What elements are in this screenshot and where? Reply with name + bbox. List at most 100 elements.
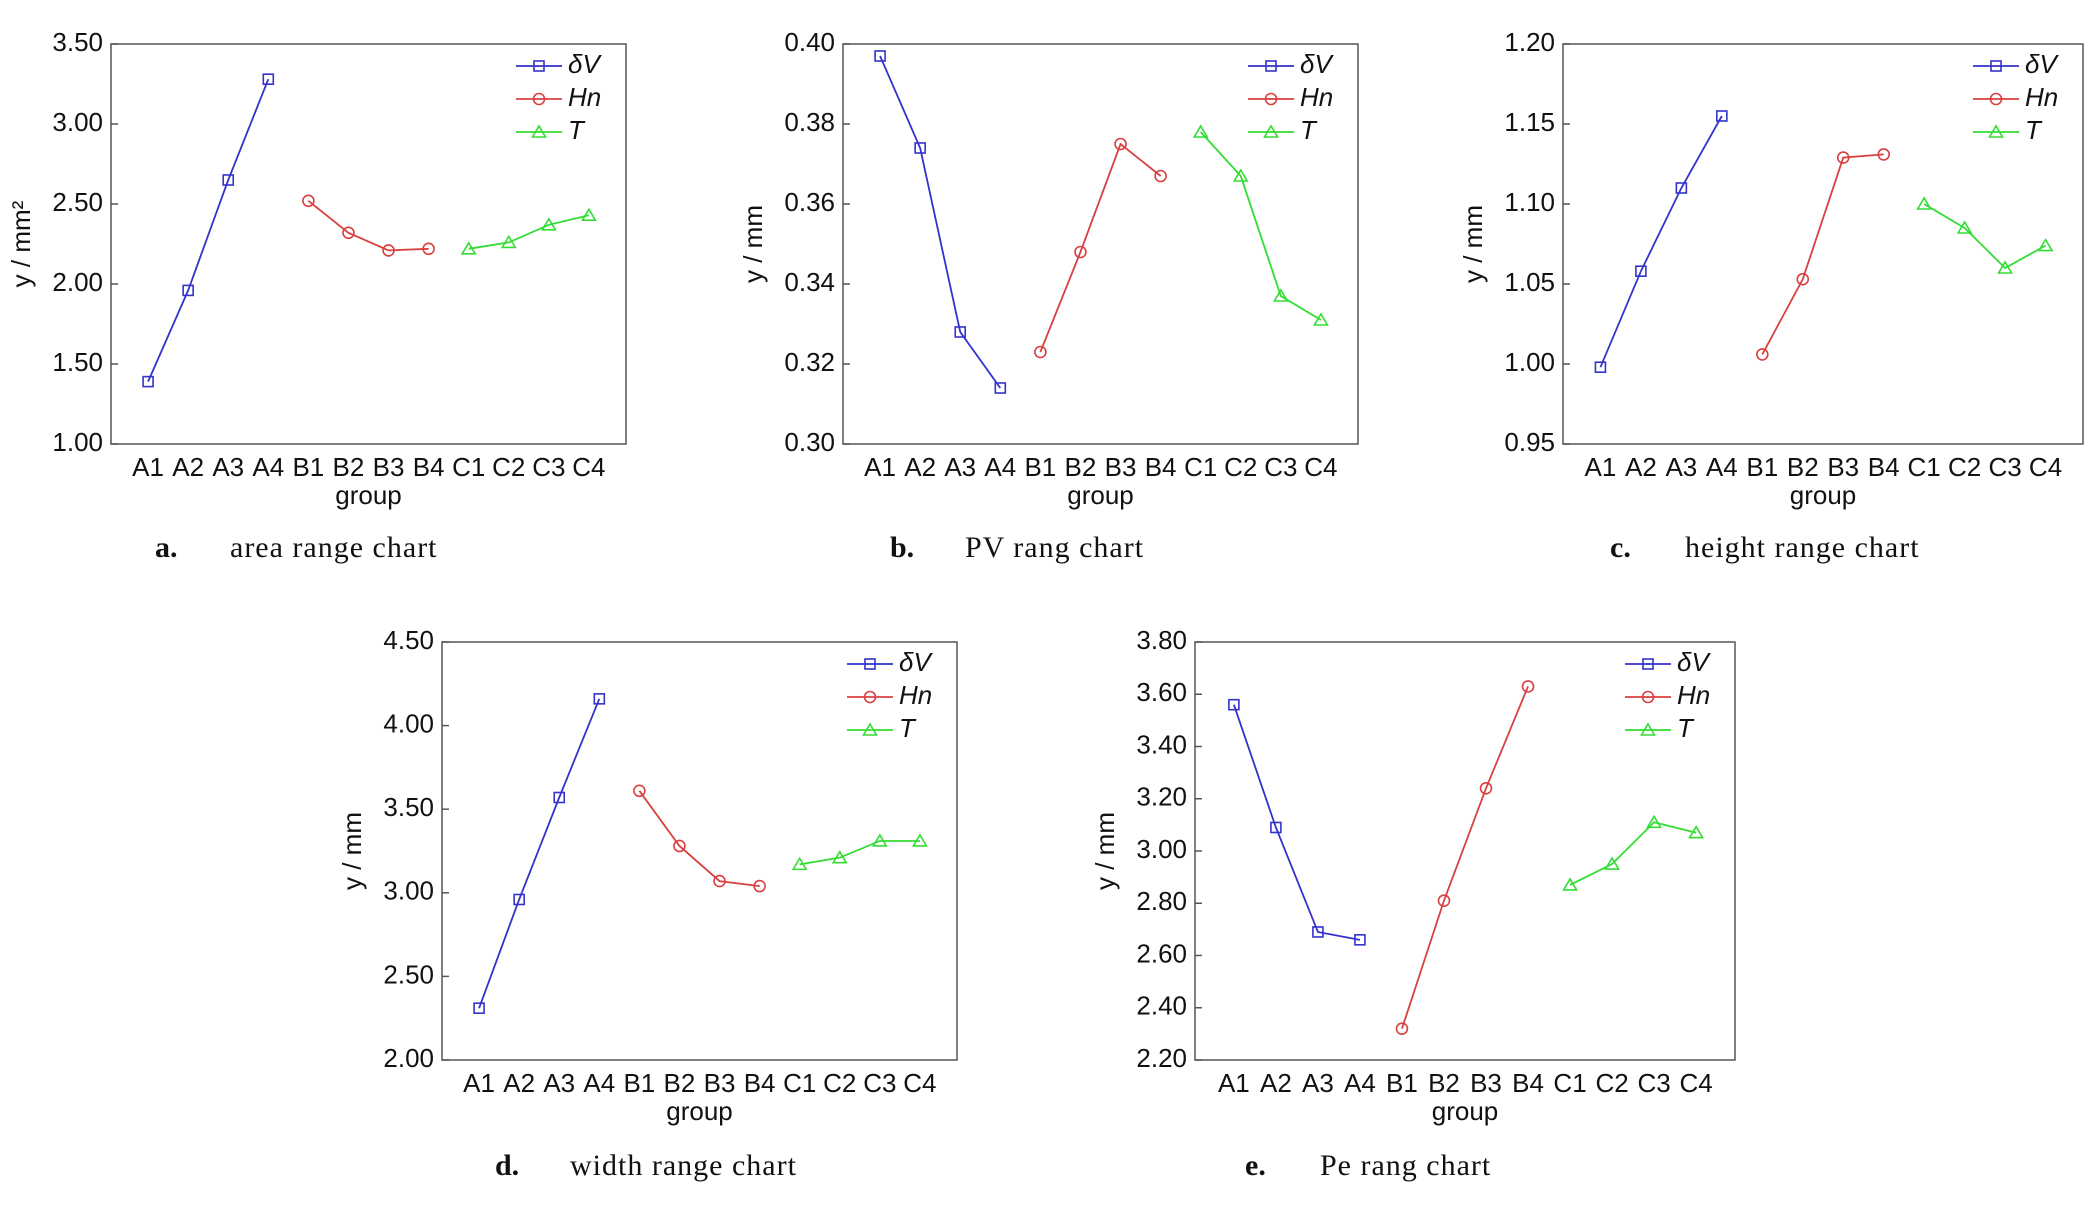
marker xyxy=(1877,148,1890,161)
legend-marker xyxy=(863,690,877,704)
marker xyxy=(1756,348,1769,361)
series-line xyxy=(1200,131,1322,321)
x-tick-label: C4 xyxy=(2029,452,2062,482)
y-axis-label: y / mm xyxy=(738,205,768,283)
series-line xyxy=(468,214,590,250)
legend-label: T xyxy=(2025,115,2043,145)
x-tick-label: B4 xyxy=(413,452,445,482)
y-tick-label: 3.40 xyxy=(1136,729,1187,759)
y-tick-label: 0.36 xyxy=(784,187,835,217)
x-tick-label: B4 xyxy=(744,1068,776,1098)
x-tick-label: B1 xyxy=(292,452,324,482)
y-tick-label: 0.32 xyxy=(784,347,835,377)
y-tick-label: 4.00 xyxy=(383,708,434,738)
x-tick-label: A3 xyxy=(944,452,976,482)
series-line xyxy=(1569,821,1697,886)
y-tick-label: 2.00 xyxy=(52,267,103,297)
marker xyxy=(1796,272,1810,286)
x-tick-label: B2 xyxy=(1428,1068,1460,1098)
marker xyxy=(1675,182,1688,194)
legend-marker xyxy=(1988,124,2004,138)
x-axis-label: group xyxy=(1067,480,1134,510)
marker xyxy=(513,893,525,906)
marker xyxy=(593,693,606,705)
legend-label: δV xyxy=(1677,647,1711,677)
x-tick-label: B1 xyxy=(1024,452,1056,482)
caption-label: c. xyxy=(1610,531,1631,564)
y-tick-label: 2.80 xyxy=(1136,886,1187,916)
chart: 2.20 2.40 2.60 2.80 3.00 3.20 3.40 3.60 3.80 A1 A2… xyxy=(1090,625,1736,1182)
y-axis-label: y / mm xyxy=(337,812,367,890)
legend-marker xyxy=(1265,60,1277,72)
legend-marker xyxy=(533,60,545,72)
y-tick-label: 3.20 xyxy=(1136,782,1187,812)
legend-marker xyxy=(1989,92,2003,106)
y-axis-label: y / mm² xyxy=(6,200,36,287)
x-tick-label: A1 xyxy=(132,452,164,482)
x-tick-label: B4 xyxy=(1512,1068,1544,1098)
legend-label: δV xyxy=(1300,49,1334,79)
series-line xyxy=(1923,203,2046,270)
marker xyxy=(1604,856,1620,870)
x-tick-label: C1 xyxy=(452,452,485,482)
caption-label: b. xyxy=(890,531,914,564)
x-tick-label: C1 xyxy=(1184,452,1217,482)
marker xyxy=(753,879,766,893)
legend-label: δV xyxy=(2025,49,2059,79)
y-axis-label: y / mm xyxy=(1458,205,1488,283)
marker xyxy=(553,791,566,804)
marker xyxy=(673,839,686,853)
legend-marker xyxy=(864,658,876,670)
legend-label: T xyxy=(899,713,917,743)
y-tick-label: 1.00 xyxy=(52,427,103,457)
x-tick-label: C2 xyxy=(1948,452,1981,482)
caption-label: a. xyxy=(155,531,178,564)
legend-marker xyxy=(531,124,547,138)
caption: area range chart xyxy=(230,531,438,564)
marker xyxy=(912,833,928,847)
legend-label: δV xyxy=(899,647,933,677)
x-tick-label: B1 xyxy=(1386,1068,1418,1098)
marker xyxy=(914,142,926,154)
marker xyxy=(500,234,517,249)
legend-marker xyxy=(1641,690,1655,704)
marker xyxy=(581,207,597,221)
caption: height range chart xyxy=(1685,531,1920,564)
y-tick-label: 3.00 xyxy=(383,876,434,906)
marker xyxy=(222,174,235,186)
y-tick-label: 0.30 xyxy=(784,427,835,457)
marker xyxy=(791,856,808,871)
y-tick-label: 0.40 xyxy=(784,27,835,57)
x-tick-label: B2 xyxy=(333,452,365,482)
y-tick-label: 0.38 xyxy=(784,107,835,137)
x-tick-label: B1 xyxy=(623,1068,655,1098)
x-tick-label: C4 xyxy=(1304,452,1337,482)
marker xyxy=(1270,821,1282,834)
y-tick-label: 2.60 xyxy=(1136,938,1187,968)
legend-marker xyxy=(1990,60,2002,72)
marker xyxy=(1956,220,1973,234)
x-tick-label: B2 xyxy=(1787,452,1819,482)
legend-label: T xyxy=(1677,713,1695,743)
plot-frame xyxy=(842,43,1359,445)
plot-frame xyxy=(110,43,627,445)
legend-label: Hn xyxy=(2025,82,2058,112)
x-tick-label: C2 xyxy=(823,1068,856,1098)
series-line xyxy=(799,840,920,866)
marker xyxy=(342,226,355,240)
y-tick-label: 2.40 xyxy=(1136,991,1187,1021)
x-tick-label: A1 xyxy=(864,452,896,482)
series-line xyxy=(1039,142,1162,353)
y-tick-label: 0.34 xyxy=(784,267,835,297)
caption-label: e. xyxy=(1245,1149,1266,1182)
x-axis-label: group xyxy=(335,480,402,510)
series-line xyxy=(478,698,601,1009)
marker xyxy=(1312,926,1324,938)
x-tick-label: A4 xyxy=(1706,452,1738,482)
legend-marker xyxy=(1640,722,1656,736)
caption: PV rang chart xyxy=(965,531,1144,564)
y-tick-label: 1.10 xyxy=(1504,187,1555,217)
marker xyxy=(1228,698,1240,711)
chart: 0.95 1.00 1.05 1.10 1.15 1.20 A1 A2 A3 A4 B1 B2 B3 B4… xyxy=(1458,27,2084,564)
